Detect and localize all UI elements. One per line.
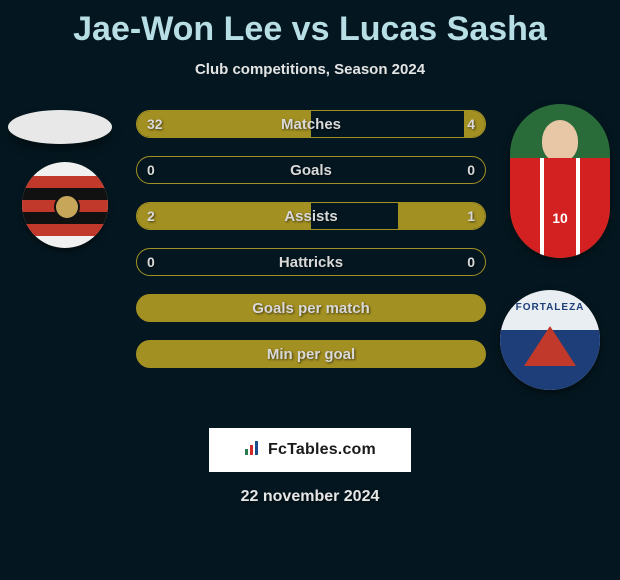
badge-stripe [22,212,108,224]
date-text: 22 november 2024 [0,488,620,506]
stat-row: 21Assists [136,202,486,230]
stat-label: Matches [137,111,485,137]
badge-stripe [22,176,108,188]
club-badge-left [22,162,108,248]
stat-label: Min per goal [137,341,485,367]
page-title: Jae-Won Lee vs Lucas Sasha [0,0,620,49]
player-shirt-number: 10 [510,210,610,226]
stat-label: Goals per match [137,295,485,321]
chart-icon [244,440,262,461]
stat-label: Goals [137,157,485,183]
stat-label: Assists [137,203,485,229]
stat-row: Min per goal [136,340,486,368]
watermark: FcTables.com [209,428,411,472]
stat-row: 00Hattricks [136,248,486,276]
stat-row: 324Matches [136,110,486,138]
stat-row: Goals per match [136,294,486,322]
watermark-text: FcTables.com [268,441,376,459]
player-right-portrait: 10 [510,104,610,258]
badge-stripe [22,188,108,200]
badge-right-triangle [524,326,576,366]
stat-label: Hattricks [137,249,485,275]
stat-bars: 324Matches 00Goals 21Assists 00Hattricks Goa… [136,110,486,386]
player-shirt-shape [510,158,610,258]
club-badge-right: FORTALEZA [500,290,600,390]
comparison-area: 10 FORTALEZA 324Matches 00Goals 21Assists 0… [0,110,620,420]
badge-right-text: FORTALEZA [500,302,600,313]
player-head-shape [542,120,578,162]
badge-stripe [22,224,108,236]
subtitle: Club competitions, Season 2024 [0,61,620,78]
badge-stripe [22,200,108,212]
player-left-portrait [8,110,112,144]
stat-row: 00Goals [136,156,486,184]
